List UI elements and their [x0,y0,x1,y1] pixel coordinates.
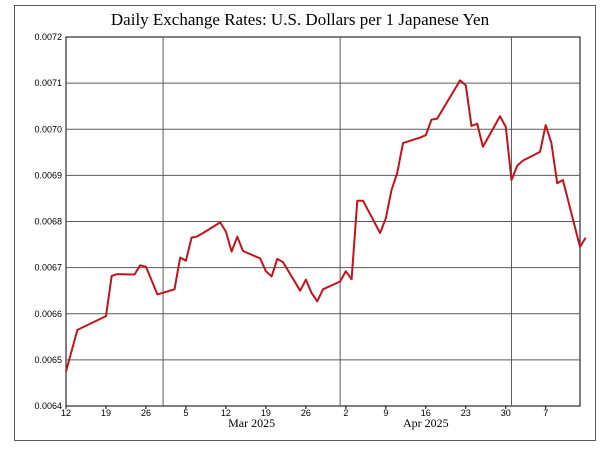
x-tick-label: 9 [383,408,388,418]
x-tick-label: 16 [421,408,431,418]
x-tick-label: 19 [261,408,271,418]
month-label: Mar 2025 [228,416,275,430]
x-tick-label: 30 [501,408,511,418]
y-axis: 0.0064 0.0065 0.0066 0.0067 0.0068 0.0069 0.00… [34,32,62,411]
y-tick-label: 0.0065 [34,355,62,365]
month-label: Apr 2025 [403,416,449,430]
y-tick-label: 0.0068 [34,217,62,227]
y-tick-label: 0.0066 [34,309,62,319]
x-tick-label: 26 [141,408,151,418]
y-tick-label: 0.0069 [34,170,62,180]
x-tick-label: 12 [221,408,231,418]
chart-title: Daily Exchange Rates: U.S. Dollars per 1… [110,10,490,29]
x-axis: 12 19 26 5 12 19 26 2 9 16 23 30 7 Mar 2025 Apr 2025 [61,406,548,430]
y-tick-label: 0.0072 [34,32,62,42]
grid-lines [66,37,580,406]
x-tick-label: 2 [343,408,348,418]
x-tick-label: 23 [461,408,471,418]
x-tick-label: 12 [61,408,71,418]
series-line [65,79,587,372]
y-tick-label: 0.0071 [34,78,62,88]
chart-frame [14,5,596,441]
y-tick-label: 0.0064 [34,401,62,411]
series [65,79,587,372]
x-tick-label: 5 [183,408,188,418]
y-tick-label: 0.0067 [34,263,62,273]
x-tick-label: 19 [101,408,111,418]
x-tick-label: 26 [301,408,311,418]
y-tick-label: 0.0070 [34,124,62,134]
x-tick-label: 7 [543,408,548,418]
